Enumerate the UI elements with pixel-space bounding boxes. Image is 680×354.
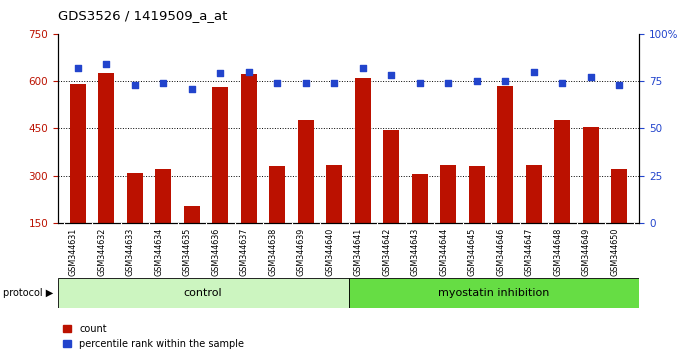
Text: GSM344636: GSM344636 bbox=[211, 227, 220, 276]
Point bbox=[414, 80, 425, 86]
Legend: count, percentile rank within the sample: count, percentile rank within the sample bbox=[63, 324, 244, 349]
Text: GSM344632: GSM344632 bbox=[97, 227, 106, 276]
FancyBboxPatch shape bbox=[58, 278, 348, 308]
Point bbox=[215, 70, 226, 76]
Point bbox=[500, 78, 511, 84]
Bar bbox=[583, 127, 598, 270]
FancyBboxPatch shape bbox=[348, 278, 639, 308]
Point bbox=[72, 65, 83, 70]
Bar bbox=[355, 78, 371, 270]
Text: GSM344633: GSM344633 bbox=[126, 227, 135, 276]
Bar bbox=[326, 165, 342, 270]
Bar bbox=[99, 73, 114, 270]
Bar bbox=[269, 166, 285, 270]
Bar bbox=[441, 165, 456, 270]
Text: GDS3526 / 1419509_a_at: GDS3526 / 1419509_a_at bbox=[58, 9, 227, 22]
Text: GSM344649: GSM344649 bbox=[582, 227, 591, 276]
Point bbox=[186, 86, 197, 91]
Bar bbox=[212, 87, 228, 270]
Text: GSM344641: GSM344641 bbox=[354, 227, 362, 276]
Bar bbox=[156, 169, 171, 270]
Point bbox=[301, 80, 311, 86]
Bar bbox=[241, 74, 256, 270]
Point bbox=[243, 69, 254, 74]
Point bbox=[557, 80, 568, 86]
Text: GSM344642: GSM344642 bbox=[382, 227, 391, 276]
Point bbox=[101, 61, 112, 67]
Text: control: control bbox=[184, 288, 222, 298]
Text: GSM344639: GSM344639 bbox=[296, 227, 306, 276]
Bar bbox=[554, 120, 570, 270]
Bar bbox=[298, 120, 313, 270]
Point bbox=[386, 73, 396, 78]
Point bbox=[129, 82, 140, 87]
Point bbox=[471, 78, 482, 84]
Bar bbox=[384, 130, 399, 270]
Point bbox=[585, 74, 596, 80]
Point bbox=[528, 69, 539, 74]
Bar bbox=[497, 86, 513, 270]
Bar bbox=[127, 172, 143, 270]
Point bbox=[158, 80, 169, 86]
Text: GSM344640: GSM344640 bbox=[325, 227, 335, 276]
Text: GSM344638: GSM344638 bbox=[268, 227, 277, 276]
Text: GSM344644: GSM344644 bbox=[439, 227, 448, 276]
Point bbox=[357, 65, 368, 70]
Bar bbox=[412, 174, 428, 270]
Bar bbox=[611, 169, 627, 270]
Text: protocol ▶: protocol ▶ bbox=[3, 288, 54, 298]
Point bbox=[443, 80, 454, 86]
Bar bbox=[184, 206, 200, 270]
Text: GSM344643: GSM344643 bbox=[411, 227, 420, 276]
Bar bbox=[469, 166, 485, 270]
Text: GSM344648: GSM344648 bbox=[554, 227, 562, 276]
Text: GSM344634: GSM344634 bbox=[154, 227, 163, 276]
Text: GSM344635: GSM344635 bbox=[183, 227, 192, 276]
Text: GSM344646: GSM344646 bbox=[496, 227, 505, 276]
Bar bbox=[526, 165, 541, 270]
Point bbox=[272, 80, 283, 86]
Point bbox=[329, 80, 340, 86]
Text: GSM344647: GSM344647 bbox=[525, 227, 534, 276]
Point bbox=[614, 82, 625, 87]
Text: GSM344631: GSM344631 bbox=[69, 227, 78, 276]
Bar bbox=[70, 84, 86, 270]
Text: GSM344645: GSM344645 bbox=[468, 227, 477, 276]
Text: myostatin inhibition: myostatin inhibition bbox=[438, 288, 549, 298]
Text: GSM344637: GSM344637 bbox=[240, 227, 249, 276]
Text: GSM344650: GSM344650 bbox=[610, 227, 619, 276]
